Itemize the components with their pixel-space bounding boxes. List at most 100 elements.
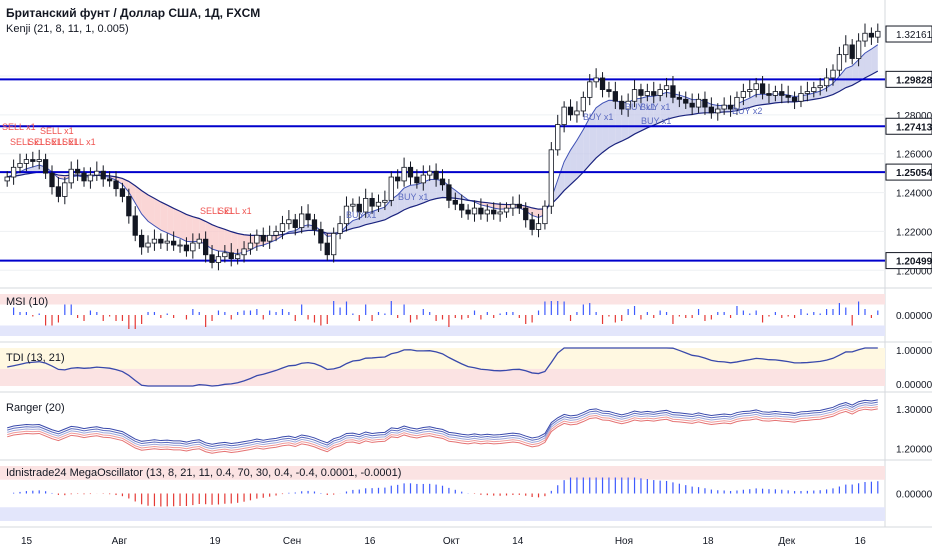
cloud-segment xyxy=(813,91,821,100)
cloud-segment xyxy=(826,83,833,97)
cloud-segment xyxy=(141,190,149,222)
candle xyxy=(17,163,23,168)
cloud-segment xyxy=(570,140,577,185)
cloud-segment xyxy=(160,201,168,233)
cloud-segment xyxy=(365,211,373,225)
candle xyxy=(113,180,119,190)
candle xyxy=(759,83,766,94)
price-tick-label: 1.24000 xyxy=(896,189,932,200)
cloud-segment xyxy=(864,49,872,78)
candle xyxy=(407,166,414,178)
pane-label-megaosc: Idnistrade24 MegaOscillator (13, 8, 21, … xyxy=(6,467,402,479)
candle xyxy=(516,203,522,209)
candle xyxy=(734,96,740,110)
candle xyxy=(823,77,830,87)
pane-label-tdi: TDI (13, 21) xyxy=(6,352,65,364)
candle xyxy=(138,234,145,248)
candle xyxy=(132,215,138,236)
candle xyxy=(836,54,843,71)
candle xyxy=(446,184,452,201)
candle xyxy=(4,176,10,182)
candle xyxy=(311,219,318,230)
level-tag xyxy=(885,163,932,181)
candle xyxy=(87,174,94,182)
candle xyxy=(36,159,42,162)
candle xyxy=(580,96,586,112)
candle xyxy=(804,91,811,94)
candle xyxy=(510,203,516,209)
candle xyxy=(791,96,798,102)
signal-label: SELL x1 xyxy=(10,137,44,147)
signal-label: BUY x1 xyxy=(625,102,655,112)
candle xyxy=(100,170,106,180)
candle xyxy=(196,238,202,244)
candle xyxy=(183,244,190,252)
signal-label: SELL x1 xyxy=(218,206,252,216)
cloud-segment xyxy=(845,65,853,88)
cloud-segment xyxy=(762,94,769,105)
cloud-segment xyxy=(180,211,187,242)
cloud-segment xyxy=(621,102,629,142)
cloud-segment xyxy=(666,92,673,120)
candle xyxy=(267,234,273,242)
candle xyxy=(529,219,535,230)
price-tick-label: 1.22000 xyxy=(896,227,932,238)
candle xyxy=(74,168,81,174)
candle xyxy=(644,91,650,96)
ranger-line xyxy=(7,399,878,445)
candle xyxy=(785,95,791,98)
cloud-segment xyxy=(148,194,155,226)
candle xyxy=(401,166,407,182)
candle xyxy=(625,100,631,110)
tdi-line xyxy=(7,347,878,387)
mega-tick: 0.00000 xyxy=(896,490,932,501)
candle xyxy=(587,81,593,98)
candle xyxy=(676,96,682,100)
tdi-tick: 0.00000 xyxy=(896,380,932,391)
cloud-segment xyxy=(583,117,590,173)
candle xyxy=(439,178,446,186)
level-tag xyxy=(885,70,932,88)
candle xyxy=(491,209,497,215)
x-tick-label: 18 xyxy=(702,536,714,547)
cloud-segment xyxy=(352,218,360,229)
candle xyxy=(830,69,836,79)
candle xyxy=(151,238,158,244)
candle xyxy=(299,213,305,228)
signal-label: SELL x1 xyxy=(62,137,96,147)
candle xyxy=(574,110,580,116)
candle xyxy=(471,207,478,215)
candle xyxy=(593,77,599,83)
cloud-segment xyxy=(429,179,437,201)
candle xyxy=(663,85,670,91)
candle xyxy=(862,32,868,42)
candle xyxy=(55,186,62,197)
cloud-segment xyxy=(346,220,353,231)
cloud-segment xyxy=(231,231,238,254)
candle xyxy=(465,209,471,215)
candle xyxy=(683,98,689,104)
candle xyxy=(855,40,862,59)
slow-ma-line xyxy=(7,70,879,237)
candle xyxy=(599,77,606,90)
candle xyxy=(30,159,36,162)
candle xyxy=(241,248,247,256)
msi-lower-band xyxy=(0,325,885,336)
candle xyxy=(222,252,228,258)
ranger-tick: 1.20000 xyxy=(896,444,932,455)
x-tick-label: Окт xyxy=(443,536,460,547)
candle xyxy=(721,104,727,110)
candle xyxy=(849,44,855,59)
candle xyxy=(695,98,702,108)
cloud-segment xyxy=(186,214,193,242)
signal-label: SELL x1 xyxy=(2,122,36,132)
cloud-segment xyxy=(596,103,603,158)
candle xyxy=(567,106,574,116)
candle xyxy=(62,182,68,197)
candle xyxy=(651,91,657,96)
signal-label: BUY x1 xyxy=(640,102,670,112)
candle xyxy=(414,176,420,184)
candle xyxy=(164,240,170,244)
cloud-segment xyxy=(199,218,206,245)
